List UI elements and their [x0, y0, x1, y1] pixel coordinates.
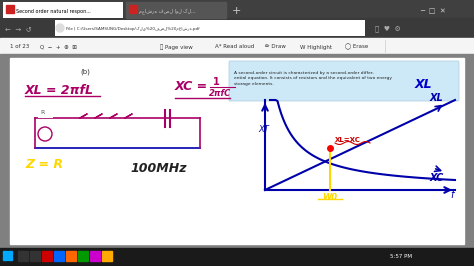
Text: A* Read aloud: A* Read aloud [215, 44, 254, 49]
Bar [78, 251, 88, 261]
Text: ─  □  ✕: ─ □ ✕ [420, 8, 446, 14]
Text: 5:57 PM: 5:57 PM [390, 255, 412, 260]
Bar [6, 5, 14, 13]
Text: XL: XL [415, 78, 433, 92]
Text: معاشره فصل اول کل...: معاشره فصل اول کل... [139, 8, 196, 14]
Bar [0, 38, 474, 54]
Bar [42, 251, 52, 261]
Bar [38, 110, 53, 118]
Bar [0, 248, 474, 266]
Bar [102, 251, 112, 261]
Bar [0, 0, 474, 18]
Text: File | C:/Users/SAMSUNG/Desktop/کلی%20فصل%20معاشره.pdf: File | C:/Users/SAMSUNG/Desktop/کلی%20فص… [66, 26, 200, 31]
Bar [10, 58, 464, 244]
Bar [55, 20, 365, 36]
Text: W0: W0 [322, 193, 337, 202]
Text: (b): (b) [80, 69, 90, 75]
Bar [8, 251, 12, 255]
Text: ⭐  ♥  ⚙: ⭐ ♥ ⚙ [375, 26, 401, 32]
Text: Z = R: Z = R [25, 159, 63, 172]
Bar [129, 5, 137, 13]
Text: Second order natural respon...: Second order natural respon... [16, 9, 91, 14]
Bar [54, 251, 64, 261]
Bar [90, 251, 100, 261]
Bar [3, 251, 7, 255]
Text: XL = 2πfL: XL = 2πfL [25, 84, 94, 97]
Text: +: + [232, 6, 241, 16]
Text: 100MHz: 100MHz [130, 161, 186, 174]
Bar [66, 251, 76, 261]
Text: XL=XC: XL=XC [335, 137, 361, 143]
Bar [126, 2, 226, 18]
Text: XT: XT [258, 126, 269, 135]
Text: XC =: XC = [175, 80, 208, 93]
Text: XL: XL [430, 93, 444, 103]
Bar [0, 18, 474, 40]
Circle shape [56, 24, 64, 32]
Text: 1 of 23: 1 of 23 [10, 44, 29, 49]
Text: 2πfC: 2πfC [209, 89, 231, 98]
Bar [0, 54, 474, 248]
Text: 1: 1 [213, 77, 220, 87]
Text: Q  −  +  ⊕  ⊞: Q − + ⊕ ⊞ [40, 44, 77, 49]
Bar [18, 251, 28, 261]
Bar [8, 256, 12, 260]
Text: f: f [450, 190, 453, 200]
Text: 📄 Page view: 📄 Page view [160, 44, 193, 50]
Text: ◯ Erase: ◯ Erase [345, 44, 368, 50]
Bar [3, 2, 123, 18]
Text: XC: XC [430, 173, 444, 183]
Bar [3, 256, 7, 260]
Text: R: R [40, 110, 44, 115]
Text: ✏ Draw: ✏ Draw [265, 44, 286, 49]
Text: ←  →  ↺: ← → ↺ [5, 27, 32, 33]
Text: W Highlight: W Highlight [300, 44, 332, 49]
FancyBboxPatch shape [229, 61, 459, 101]
Bar [30, 251, 40, 261]
Text: A second-order circuit is characterized by a second-order differ-
ential equatio: A second-order circuit is characterized … [234, 71, 392, 86]
Bar [120, 156, 195, 178]
